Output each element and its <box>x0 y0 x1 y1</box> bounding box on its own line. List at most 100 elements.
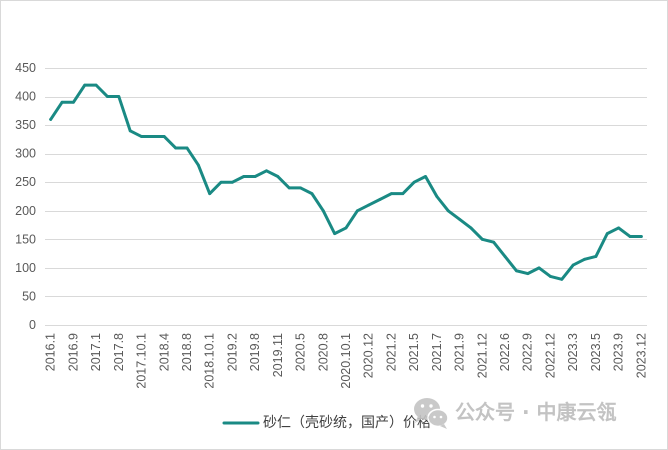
x-tick-label: 2019.2 <box>225 333 239 371</box>
y-tick-label: 100 <box>15 261 36 275</box>
x-tick-label: 2021.7 <box>430 333 444 371</box>
series-group <box>49 83 643 281</box>
x-tick-label: 2017.8 <box>112 333 126 371</box>
gridlines <box>45 68 647 326</box>
x-tick-label: 2023.5 <box>589 333 603 371</box>
data-point <box>549 275 552 278</box>
data-point <box>106 95 109 98</box>
y-tick-label: 250 <box>15 175 36 189</box>
data-point <box>151 135 155 138</box>
x-tick-label: 2022.6 <box>498 333 512 371</box>
wechat-icon <box>414 398 449 429</box>
data-point <box>526 272 530 275</box>
data-point <box>185 146 189 150</box>
data-point <box>605 232 609 236</box>
x-tick-label: 2019.11 <box>271 333 285 377</box>
x-tick-label: 2023.9 <box>612 333 626 371</box>
data-point <box>265 169 268 173</box>
data-point <box>219 180 223 184</box>
x-tick-label: 2021.2 <box>384 333 398 371</box>
data-point <box>435 195 439 198</box>
x-tick-label: 2018.8 <box>180 333 194 371</box>
data-point <box>412 180 416 184</box>
watermark: 公众号 · 中康云瓴 <box>414 398 617 429</box>
data-point <box>492 240 496 244</box>
data-point <box>287 186 291 190</box>
x-tick-label: 2022.12 <box>543 333 557 378</box>
data-point <box>617 226 620 230</box>
y-tick-label: 450 <box>15 61 36 75</box>
data-point <box>49 118 53 121</box>
legend: 砂仁（壳砂统，国产）价格 <box>222 414 431 431</box>
x-tick-label: 2018.10.1 <box>203 333 217 389</box>
x-tick-label: 2020.10.1 <box>339 333 353 389</box>
data-point <box>390 192 393 196</box>
data-point <box>514 269 518 273</box>
x-tick-label: 2021.9 <box>453 333 467 371</box>
x-tick-label: 2021.12 <box>475 333 489 378</box>
x-tick-label: 2018.4 <box>157 333 171 371</box>
x-tick-label: 2020.5 <box>294 333 308 371</box>
data-point <box>128 129 132 133</box>
data-point <box>83 83 87 87</box>
y-tick-label: 400 <box>15 90 36 104</box>
data-point <box>208 192 212 196</box>
x-tick-label: 2023.12 <box>634 333 648 378</box>
x-tick-label: 2019.8 <box>248 333 262 371</box>
data-point <box>72 100 75 104</box>
data-point <box>60 100 64 104</box>
y-tick-label: 0 <box>29 318 36 332</box>
y-tick-label: 150 <box>15 232 36 246</box>
data-point <box>469 226 473 230</box>
x-tick-label: 2021.5 <box>407 333 421 371</box>
x-tick-label: 2020.12 <box>362 333 376 378</box>
data-point <box>639 235 643 238</box>
data-point <box>253 175 257 178</box>
data-point <box>571 263 575 267</box>
data-point <box>117 95 121 98</box>
legend-label: 砂仁（壳砂统，国产）价格 <box>263 414 431 431</box>
data-point <box>333 232 337 236</box>
data-point <box>480 237 484 241</box>
data-point <box>162 135 166 138</box>
watermark-text: 公众号 · 中康云瓴 <box>455 400 617 424</box>
data-point <box>458 217 461 221</box>
data-point <box>276 175 280 178</box>
y-tick-label: 200 <box>15 204 36 218</box>
x-tick-label: 2017.10.1 <box>135 333 149 389</box>
data-point <box>378 197 382 201</box>
x-tick-label: 2020.8 <box>316 333 330 371</box>
data-point <box>583 257 586 261</box>
data-point <box>424 175 427 178</box>
x-tick-label: 2022.9 <box>521 333 535 371</box>
data-point <box>446 209 450 213</box>
data-point <box>594 255 598 258</box>
data-point <box>174 146 178 150</box>
data-point <box>94 83 98 87</box>
data-point <box>299 186 302 190</box>
x-tick-label: 2016.9 <box>66 333 80 371</box>
data-point <box>344 226 348 230</box>
y-tick-label: 350 <box>15 118 36 132</box>
x-tick-label: 2023.3 <box>566 333 580 371</box>
x-tick-label: 2017.1 <box>89 333 103 371</box>
data-point <box>537 266 541 270</box>
data-point <box>503 255 507 258</box>
data-point <box>401 192 405 196</box>
y-tick-label: 300 <box>15 147 36 161</box>
data-point <box>196 163 200 167</box>
data-point <box>355 209 359 213</box>
data-point <box>321 209 325 213</box>
x-axis: 2016.1 2016.9 2017.1 2017.8 2017.10.1 2018.4 2… <box>44 333 649 389</box>
x-tick-label: 2016.1 <box>44 333 58 371</box>
data-point <box>140 135 143 138</box>
data-point <box>242 175 246 178</box>
y-axis: 0 50 100 150 200 250 300 350 400 450 <box>15 61 36 332</box>
data-point <box>367 203 371 207</box>
data-point <box>231 180 234 184</box>
data-point <box>628 235 632 238</box>
y-tick-label: 50 <box>22 289 36 303</box>
